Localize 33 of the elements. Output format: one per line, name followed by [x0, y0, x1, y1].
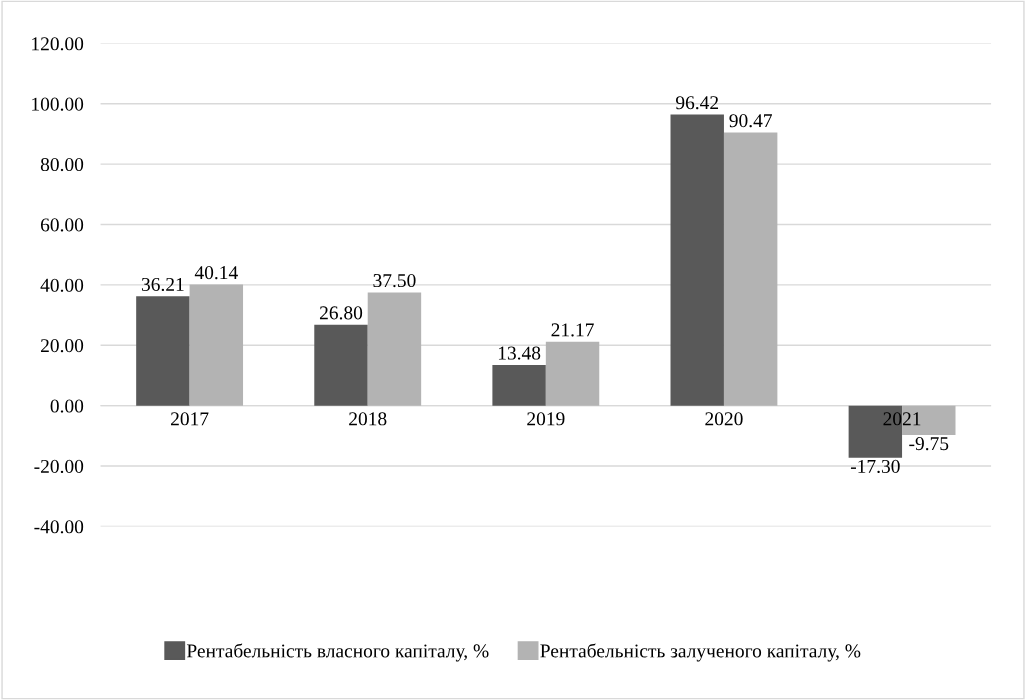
legend-label: Рентабельність залученого капіталу, % — [540, 643, 861, 662]
bar — [189, 284, 244, 406]
data-label: 13.48 — [498, 346, 541, 360]
data-label: 90.47 — [729, 114, 772, 128]
data-label: 40.14 — [194, 266, 238, 280]
bar — [723, 132, 778, 406]
y-tick-label: 80.00 — [40, 157, 84, 172]
y-tick-label: 40.00 — [40, 278, 84, 292]
y-tick-label: 120.00 — [32, 37, 84, 51]
x-tick-label: 2020 — [705, 412, 743, 426]
y-tick-label: 20.00 — [40, 339, 84, 353]
y-tick-label: 0.00 — [50, 399, 84, 413]
data-label: 37.50 — [373, 273, 416, 288]
x-tick-label: 2019 — [527, 412, 565, 426]
bar — [136, 296, 190, 406]
bar — [367, 292, 422, 406]
data-label: 21.17 — [551, 323, 594, 337]
bar — [492, 364, 546, 406]
x-tick-label: 2017 — [171, 412, 209, 426]
x-tick-label: 2018 — [349, 412, 387, 426]
y-tick-label: -20.00 — [34, 459, 84, 474]
y-tick-label: 60.00 — [40, 218, 84, 232]
legend-label: Рентабельність власного капіталу, % — [186, 643, 489, 662]
data-label: -9.75 — [909, 437, 949, 451]
bar — [314, 324, 368, 406]
data-label: 96.42 — [675, 96, 719, 110]
data-label: 36.21 — [141, 277, 184, 292]
bar — [670, 114, 724, 406]
data-label: -17.30 — [850, 459, 900, 474]
y-tick-label: -40.00 — [34, 520, 84, 534]
y-tick-label: 100.00 — [32, 97, 84, 111]
bar — [545, 341, 600, 406]
data-label: 26.80 — [319, 306, 363, 320]
